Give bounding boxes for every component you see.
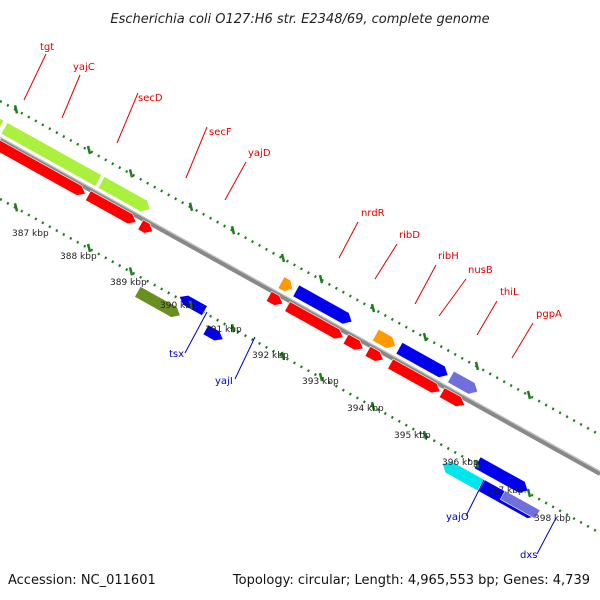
forward-gene-label: yajD bbox=[248, 148, 271, 159]
nrdR-block bbox=[277, 276, 293, 292]
outer-kbp-tick bbox=[526, 390, 532, 400]
inner-kbp-tick bbox=[370, 401, 376, 411]
nusB-block bbox=[395, 341, 449, 378]
forward-gene-leader bbox=[438, 278, 467, 317]
inner-kbp-tick bbox=[128, 267, 134, 276]
accession-text: Accession: NC_011601 bbox=[8, 573, 156, 588]
kbp-label: 396 kbp bbox=[442, 458, 479, 468]
forward-gene-label: ribD bbox=[399, 230, 420, 241]
forward-gene-leader bbox=[414, 264, 437, 305]
backbone bbox=[0, 136, 600, 476]
yajI-cds bbox=[202, 324, 224, 342]
outer-kbp-tick bbox=[370, 303, 376, 313]
forward-gene-label: nrdR bbox=[361, 208, 385, 219]
dxs-overlap bbox=[499, 490, 541, 520]
forward-gene-leader bbox=[116, 92, 139, 144]
cds-ribD bbox=[284, 301, 344, 340]
cds-nusB bbox=[364, 345, 384, 362]
kbp-label: 392 kbp bbox=[252, 351, 289, 361]
kbp-label: 394 kbp bbox=[347, 404, 384, 414]
inner-kbp-tick bbox=[318, 372, 324, 382]
inner-kbp-tick bbox=[230, 323, 236, 333]
secD-block bbox=[0, 122, 103, 187]
kbp-ticks bbox=[13, 105, 532, 498]
forward-gene-leader bbox=[511, 322, 534, 359]
cds-secD bbox=[0, 138, 86, 196]
outer-kbp-tick bbox=[188, 202, 194, 212]
inner-kbp-tick bbox=[526, 488, 532, 498]
reverse-gene-leader bbox=[234, 336, 256, 380]
kbp-label: 397 kbp bbox=[487, 486, 524, 496]
feature-track bbox=[0, 111, 541, 520]
ribH-block bbox=[371, 328, 396, 349]
kbp-label: 395 kbp bbox=[394, 431, 431, 441]
cds-thiL bbox=[387, 358, 441, 394]
forward-gene-leader bbox=[374, 243, 398, 280]
kbp-scale: 387 kbp 388 kbp 389 kbp 390 kbp 391 kbp 392 k… bbox=[12, 229, 571, 524]
forward-gene-label: tgt bbox=[40, 42, 54, 53]
secF-block bbox=[97, 176, 151, 213]
kbp-label: 388 kbp bbox=[60, 252, 97, 262]
forward-gene-label: secF bbox=[209, 127, 232, 138]
forward-gene-label: yajC bbox=[73, 62, 95, 73]
outer-kbp-tick bbox=[318, 274, 324, 284]
outer-kbp-tick bbox=[422, 332, 428, 342]
cds-ribH bbox=[342, 333, 364, 351]
genome-stats-text: Topology: circular; Length: 4,965,553 bp… bbox=[232, 573, 590, 588]
reverse-gene-label: tsx bbox=[169, 349, 184, 360]
reverse-gene-labels: tsx yajI yajO dxs bbox=[169, 311, 557, 561]
reverse-gene-label: yajO bbox=[446, 512, 469, 523]
inner-kbp-tick bbox=[188, 300, 194, 310]
forward-gene-label: thiL bbox=[500, 287, 519, 298]
outer-kbp-tick bbox=[13, 105, 19, 114]
cds-pgpA bbox=[438, 387, 466, 407]
kbp-label: 393 kbp bbox=[302, 377, 339, 387]
forward-gene-label: nusB bbox=[468, 265, 493, 276]
inner-kbp-tick bbox=[422, 430, 428, 440]
forward-gene-leader bbox=[23, 53, 47, 101]
ribD-block bbox=[292, 284, 353, 325]
forward-gene-label: secD bbox=[138, 93, 163, 104]
inner-kbp-tick bbox=[13, 203, 19, 212]
outer-kbp-tick bbox=[128, 169, 134, 178]
inner-kbp-tick bbox=[86, 243, 92, 253]
figure-title: Escherichia coli O127:H6 str. E2348/69, … bbox=[110, 12, 489, 27]
outer-kbp-tick bbox=[86, 145, 92, 155]
outer-kbp-tick bbox=[230, 225, 236, 235]
yajO-gene bbox=[441, 461, 485, 492]
reverse-gene-label: yajI bbox=[215, 376, 233, 387]
outer-kbp-tick bbox=[280, 253, 286, 263]
inner-kbp-tick bbox=[474, 459, 480, 469]
forward-gene-leader bbox=[224, 161, 247, 201]
forward-gene-leader bbox=[61, 74, 81, 119]
cds-yajD bbox=[137, 219, 154, 234]
dxs-upper-gene bbox=[473, 456, 529, 494]
thiL-block bbox=[447, 370, 479, 395]
forward-gene-labels: tgt yajC secD secF yajD nrdR ribD ribH nusB thiL p… bbox=[23, 42, 562, 359]
tsx-gene bbox=[134, 286, 181, 318]
forward-gene-leader bbox=[185, 126, 208, 179]
inner-kbp-tick bbox=[280, 351, 286, 361]
outer-kbp-tick bbox=[474, 361, 480, 371]
kbp-label: 387 kbp bbox=[12, 229, 49, 239]
reverse-gene-label: dxs bbox=[520, 550, 537, 561]
yajC-block bbox=[0, 111, 5, 133]
forward-gene-label: pgpA bbox=[536, 309, 562, 320]
reverse-gene-leader bbox=[536, 517, 557, 555]
yajI-gene bbox=[178, 294, 208, 317]
forward-gene-leader bbox=[338, 221, 359, 259]
kbp-label: 389 kbp bbox=[110, 278, 147, 288]
cds-nrdR bbox=[265, 290, 284, 306]
forward-gene-label: ribH bbox=[438, 251, 459, 262]
kbp-label: 390 kbp bbox=[160, 301, 197, 311]
forward-gene-leader bbox=[476, 300, 498, 336]
cds-secF bbox=[84, 190, 137, 224]
kbp-label: 398 kbp bbox=[534, 514, 571, 524]
reverse-gene-leader bbox=[184, 311, 208, 354]
reverse-gene-leader bbox=[465, 479, 485, 517]
kbp-label: 391 kbp bbox=[205, 325, 242, 335]
